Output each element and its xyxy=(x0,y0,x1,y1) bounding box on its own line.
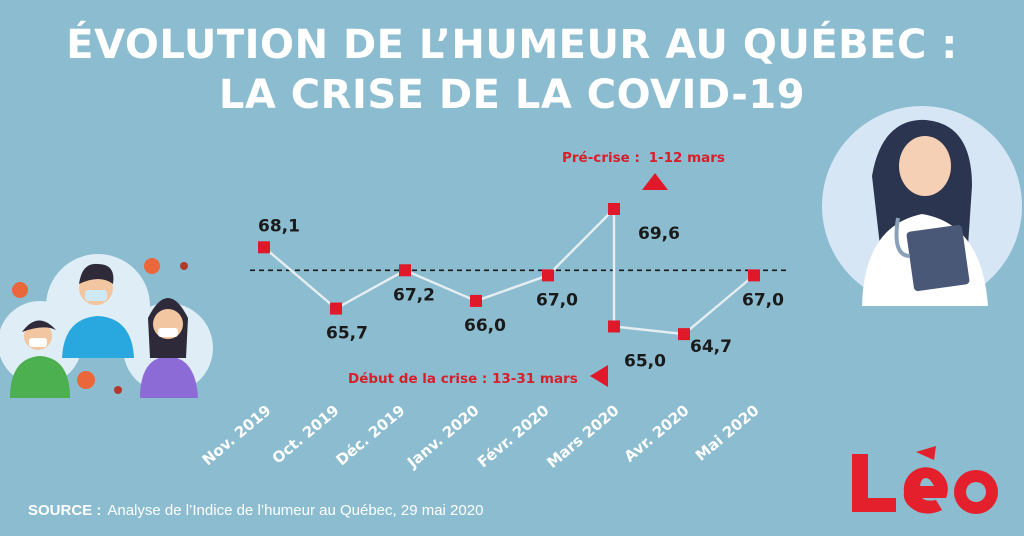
x-tick-label: Avr. 2020 xyxy=(621,401,693,465)
title-line-1: ÉVOLUTION DE L’HUMEUR AU QUÉBEC : xyxy=(66,22,958,68)
data-marker xyxy=(330,302,342,315)
virus-icon xyxy=(77,371,95,389)
leo-logo xyxy=(852,446,998,514)
source-text: Analyse de l’Indice de l’humeur au Québe… xyxy=(107,502,484,519)
pre-crisis-dates: 1-12 mars xyxy=(649,150,725,166)
data-label: 67,2 xyxy=(393,285,435,305)
person-center-mask xyxy=(85,290,107,301)
data-marker xyxy=(470,294,482,307)
data-marker xyxy=(748,269,760,282)
x-tick-label: Mars 2020 xyxy=(543,401,622,472)
logo-letter-e xyxy=(903,467,948,514)
doctor-face xyxy=(899,136,951,196)
data-marker xyxy=(678,328,690,341)
data-label: 66,0 xyxy=(464,316,506,336)
masked-people-illustration xyxy=(0,254,213,398)
data-marker xyxy=(608,202,620,215)
x-tick-label: Janv. 2020 xyxy=(403,401,482,472)
person-left-mask xyxy=(29,338,47,347)
person-left-hair xyxy=(22,320,56,332)
virus-icon xyxy=(144,258,160,274)
x-tick-label: Févr. 2020 xyxy=(474,401,553,471)
data-label: 65,0 xyxy=(624,351,666,371)
doctor-illustration xyxy=(822,106,1022,306)
title-line-2: LA CRISE DE LA COVID-19 xyxy=(218,72,806,118)
person-right-body xyxy=(140,356,198,398)
pre-crisis-annotation: Pré-crise : 1-12 mars xyxy=(562,150,725,166)
source-label: SOURCE : xyxy=(28,502,102,519)
x-tick-label: Oct. 2019 xyxy=(269,401,343,467)
clipboard-icon xyxy=(906,224,970,292)
x-tick-label: Mai 2020 xyxy=(692,401,763,464)
series-line xyxy=(263,206,755,336)
person-right-mask xyxy=(158,328,178,337)
logo-letter-l xyxy=(852,454,896,512)
pre-crisis-label: Pré-crise : xyxy=(562,150,645,166)
person-center-body xyxy=(62,316,134,358)
source-note: SOURCE : Analyse de l’Indice de l’humeur … xyxy=(28,502,483,519)
left-triangle-icon xyxy=(590,365,608,387)
data-label: 65,7 xyxy=(326,324,368,344)
person-left-body xyxy=(10,356,70,398)
data-label: 67,0 xyxy=(742,290,784,310)
x-tick-label: Nov. 2019 xyxy=(199,401,275,469)
stethoscope-icon xyxy=(894,217,911,258)
virus-icon xyxy=(180,262,188,270)
data-label: 67,0 xyxy=(536,290,578,310)
up-triangle-icon xyxy=(642,173,668,190)
data-marker xyxy=(542,269,554,282)
logo-letter-o-hole xyxy=(966,482,986,502)
virus-icon xyxy=(12,282,28,298)
data-label: 68,1 xyxy=(258,216,300,236)
virus-icon xyxy=(114,386,122,394)
logo-accent xyxy=(916,446,936,460)
data-label: 69,6 xyxy=(638,224,680,244)
person-center-hair xyxy=(79,263,114,284)
data-marker xyxy=(258,241,270,254)
data-label: 64,7 xyxy=(690,337,732,357)
data-marker xyxy=(399,264,411,277)
crisis-start-annotation: Début de la crise : 13-31 mars xyxy=(348,371,578,387)
x-tick-label: Déc. 2019 xyxy=(333,401,409,469)
data-marker xyxy=(608,320,620,333)
